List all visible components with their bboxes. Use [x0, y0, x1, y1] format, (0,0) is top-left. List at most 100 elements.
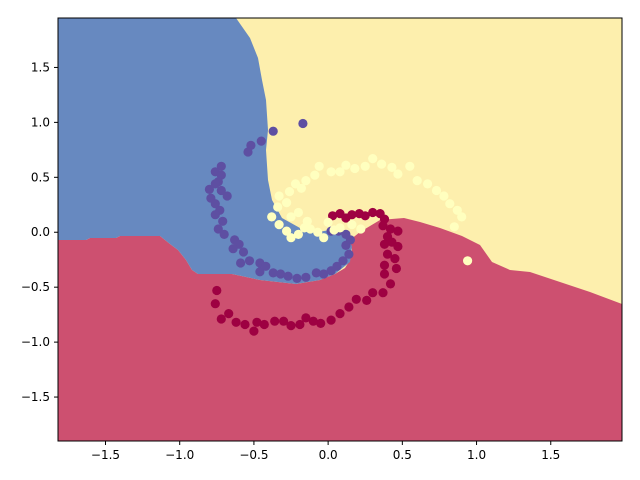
data-point-series-0 — [210, 179, 220, 189]
y-tick-label: 0.0 — [31, 225, 50, 239]
data-point-series-2 — [423, 179, 433, 189]
data-point-series-2 — [431, 185, 442, 196]
data-point-series-2 — [439, 191, 449, 201]
data-point-series-1 — [382, 249, 393, 259]
data-point-series-0 — [222, 191, 232, 201]
data-point-series-2 — [405, 161, 415, 171]
data-point-series-1 — [295, 319, 305, 330]
data-point-series-0 — [236, 258, 246, 268]
data-point-series-0 — [219, 229, 229, 239]
data-point-series-1 — [231, 317, 241, 327]
y-axis: 1.5 1.0 0.5 0.0 −0.5 −1.0 −1.5 — [21, 60, 58, 404]
data-point-series-2 — [335, 223, 345, 233]
data-point-series-2 — [356, 224, 366, 234]
x-tick-label: 0.0 — [319, 448, 338, 462]
y-tick-label: 1.0 — [31, 115, 50, 129]
plot-frame — [57, 17, 623, 442]
data-point-series-0 — [255, 267, 265, 277]
data-point-series-1 — [360, 211, 370, 221]
data-point-series-0 — [292, 273, 302, 283]
data-point-series-2 — [274, 220, 284, 230]
data-point-series-1 — [362, 295, 372, 305]
data-point-series-2 — [452, 205, 462, 215]
data-point-series-2 — [286, 233, 296, 243]
data-point-series-1 — [335, 309, 345, 319]
data-point-series-2 — [314, 161, 324, 171]
data-point-series-1 — [328, 211, 338, 221]
data-point-series-2 — [296, 183, 306, 193]
data-point-series-0 — [213, 224, 223, 234]
data-point-series-1 — [326, 315, 336, 325]
y-tick-label: 1.5 — [31, 60, 50, 74]
data-point-series-2 — [393, 169, 403, 179]
data-point-series-2 — [323, 217, 333, 227]
data-point-series-2 — [274, 191, 284, 201]
data-point-series-0 — [261, 261, 271, 271]
data-point-series-2 — [449, 222, 459, 232]
data-point-series-1 — [391, 263, 401, 274]
data-point-series-1 — [279, 316, 289, 326]
data-point-series-0 — [268, 268, 278, 278]
data-point-series-0 — [341, 229, 351, 239]
data-point-series-1 — [393, 226, 403, 236]
data-point-series-0 — [243, 147, 253, 157]
data-point-series-1 — [385, 224, 396, 234]
data-point-series-2 — [319, 233, 329, 243]
data-point-series-1 — [212, 285, 222, 296]
x-tick-label: 1.5 — [541, 448, 560, 462]
y-tick-label: −0.5 — [21, 280, 50, 294]
data-point-series-2 — [326, 167, 336, 177]
data-point-series-2 — [305, 224, 315, 234]
data-point-series-1 — [351, 294, 361, 304]
x-tick-label: −0.5 — [239, 448, 268, 462]
region-blue — [58, 18, 352, 284]
data-point-series-1 — [252, 317, 262, 327]
data-point-series-2 — [457, 212, 467, 222]
data-point-series-2 — [347, 220, 357, 230]
data-point-series-0 — [283, 271, 293, 281]
data-point-series-0 — [268, 126, 278, 136]
data-point-series-2 — [293, 207, 303, 218]
data-point-series-1 — [224, 309, 234, 319]
data-point-series-0 — [344, 249, 354, 259]
data-point-series-2 — [267, 212, 277, 222]
data-point-series-0 — [332, 261, 342, 271]
data-point-series-0 — [244, 256, 255, 266]
data-point-series-1 — [316, 318, 326, 328]
data-point-series-2 — [310, 170, 320, 180]
data-point-series-1 — [368, 288, 378, 298]
data-point-series-0 — [238, 247, 249, 257]
data-point-series-1 — [216, 314, 226, 324]
data-point-series-1 — [347, 210, 357, 220]
region-red — [58, 218, 622, 441]
data-point-series-0 — [301, 272, 311, 282]
data-point-series-1 — [393, 241, 403, 252]
y-tick-label: 0.5 — [31, 170, 50, 184]
data-point-series-1 — [308, 316, 318, 326]
data-point-series-0 — [319, 269, 329, 279]
data-point-series-0 — [216, 185, 226, 196]
x-tick-label: −1.0 — [165, 448, 194, 462]
data-point-series-1 — [210, 299, 220, 309]
data-point-series-1 — [301, 313, 311, 323]
data-point-series-2 — [377, 159, 387, 169]
data-point-series-2 — [412, 176, 422, 186]
data-point-series-2 — [313, 227, 323, 237]
data-point-series-0 — [228, 244, 238, 254]
data-point-series-1 — [378, 288, 388, 298]
data-point-series-2 — [273, 202, 283, 212]
data-point-series-2 — [284, 187, 295, 197]
data-point-series-1 — [270, 316, 280, 326]
data-point-series-1 — [344, 302, 354, 312]
data-point-series-2 — [335, 167, 345, 177]
data-point-series-0 — [204, 184, 214, 194]
data-point-series-0 — [218, 216, 228, 226]
data-point-series-0 — [256, 136, 266, 146]
x-tick-label: −1.5 — [91, 448, 120, 462]
data-point-series-0 — [216, 161, 226, 171]
data-points — [204, 118, 473, 336]
data-point-series-2 — [301, 176, 311, 186]
data-point-series-2 — [463, 256, 473, 266]
data-point-series-0 — [311, 268, 321, 278]
